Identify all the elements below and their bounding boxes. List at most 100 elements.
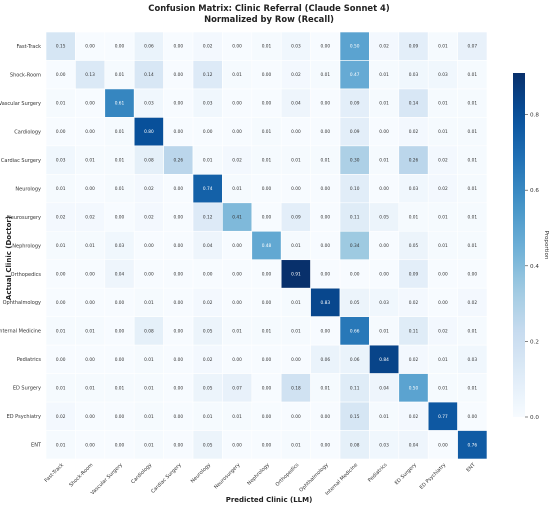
cell-value-label: 0.03: [379, 300, 389, 306]
cell-value-label: 0.00: [174, 44, 184, 50]
cell-value-label: 0.00: [56, 72, 66, 78]
heatmap-cell: [339, 344, 370, 374]
heatmap-cell: [310, 31, 341, 61]
cell-value-label: 0.00: [56, 271, 66, 277]
cell-value-label: 0.03: [144, 101, 154, 107]
heatmap-cell: [45, 88, 76, 118]
cell-value-label: 0.01: [232, 72, 242, 78]
heatmap-cell: [251, 174, 282, 204]
heatmap-cell: [222, 230, 253, 261]
cell-value-label: 0.00: [85, 271, 95, 277]
row-tick-label: Nephrology: [12, 243, 41, 249]
cell-value-label: 0.03: [409, 186, 419, 192]
cell-value-label: 0.02: [144, 215, 154, 221]
x-axis-title: Predicted Clinic (LLM): [226, 496, 313, 504]
cell-value-label: 0.00: [379, 186, 389, 192]
cell-value-label: 0.00: [262, 414, 272, 420]
cell-value-label: 0.03: [409, 72, 419, 78]
cell-value-label: 0.77: [438, 414, 448, 420]
cell-value-label: 0.01: [85, 243, 95, 249]
cell-value-label: 0.01: [115, 186, 125, 192]
heatmap-cell: [251, 287, 282, 317]
column-tick-label: Internal Medicine: [324, 462, 359, 497]
cell-value-label: 0.00: [468, 271, 478, 277]
cell-value-label: 0.00: [85, 101, 95, 107]
heatmap-cell: [104, 117, 135, 147]
heatmap-cell: [339, 430, 370, 460]
cell-value-label: 0.00: [174, 72, 184, 78]
heatmap-cell: [369, 287, 400, 317]
cell-value-label: 0.01: [321, 385, 331, 391]
heatmap-cell: [398, 401, 429, 431]
cell-value-label: 0.01: [291, 442, 301, 448]
heatmap-cell: [251, 344, 282, 374]
cell-value-label: 0.01: [262, 129, 272, 135]
cell-value-label: 0.01: [115, 129, 125, 135]
cell-value-label: 0.01: [438, 215, 448, 221]
cell-value-label: 0.05: [203, 328, 213, 334]
heatmap-cell: [222, 145, 253, 175]
column-tick-label: Ophthalmology: [298, 462, 329, 493]
cell-value-label: 0.01: [409, 215, 419, 221]
cell-value-label: 0.00: [85, 186, 95, 192]
heatmap-cell: [457, 373, 488, 403]
cell-value-label: 0.01: [144, 357, 154, 363]
heatmap-cell: [280, 373, 311, 403]
cell-value-label: 0.00: [174, 357, 184, 363]
cell-value-label: 0.00: [321, 328, 331, 334]
heatmap-cell: [457, 202, 488, 232]
cell-value-label: 0.01: [468, 328, 478, 334]
cell-value-label: 0.30: [350, 158, 360, 164]
heatmap-cell: [339, 259, 370, 289]
heatmap-cell: [369, 401, 400, 431]
heatmap-cell: [457, 230, 488, 261]
heatmap-cell: [222, 202, 253, 232]
cell-value-label: 0.00: [468, 414, 478, 420]
cell-value-label: 0.00: [232, 101, 242, 107]
cell-value-label: 0.00: [174, 385, 184, 391]
cell-value-label: 0.18: [291, 385, 301, 391]
cell-value-label: 0.02: [409, 357, 419, 363]
cell-value-label: 0.74: [203, 186, 213, 192]
heatmap-cell: [45, 316, 76, 346]
cell-value-label: 0.02: [144, 186, 154, 192]
heatmap-cell: [457, 88, 488, 118]
heatmap-cell: [427, 373, 458, 403]
heatmap-cell: [133, 145, 164, 175]
cell-value-label: 0.01: [232, 186, 242, 192]
heatmap-cell: [222, 287, 253, 317]
heatmap-cell: [222, 430, 253, 460]
cell-value-label: 0.00: [232, 442, 242, 448]
heatmap-cell: [280, 430, 311, 460]
cell-value-label: 0.13: [85, 72, 95, 78]
cell-value-label: 0.48: [262, 243, 272, 249]
cell-value-label: 0.00: [232, 129, 242, 135]
heatmap-cell: [192, 430, 223, 460]
heatmap-cell: [310, 145, 341, 175]
cell-value-label: 0.01: [438, 44, 448, 50]
cell-value-label: 0.00: [232, 271, 242, 277]
heatmap-cell: [310, 230, 341, 261]
heatmap-cell: [339, 401, 370, 431]
cell-value-label: 0.00: [291, 414, 301, 420]
heatmap-cell: [457, 344, 488, 374]
heatmap-cell: [104, 174, 135, 204]
heatmap-cell: [339, 117, 370, 147]
cell-value-label: 0.01: [438, 243, 448, 249]
cell-value-label: 0.04: [291, 101, 301, 107]
heatmap-cell: [104, 60, 135, 90]
cell-value-label: 0.02: [438, 328, 448, 334]
heatmap-cell: [398, 202, 429, 232]
cell-value-label: 0.34: [350, 243, 360, 249]
column-tick-label: Shock-Room: [68, 462, 94, 488]
column-tick-label: Neurology: [190, 462, 212, 484]
cell-value-label: 0.15: [56, 44, 66, 50]
heatmap-cell: [45, 174, 76, 204]
heatmap-cell: [133, 430, 164, 460]
cell-value-label: 0.00: [174, 215, 184, 221]
cell-value-label: 0.80: [144, 129, 154, 135]
heatmap-cell: [192, 145, 223, 175]
cell-value-label: 0.09: [409, 44, 419, 50]
cell-value-label: 0.01: [321, 72, 331, 78]
cell-value-label: 0.01: [379, 414, 389, 420]
